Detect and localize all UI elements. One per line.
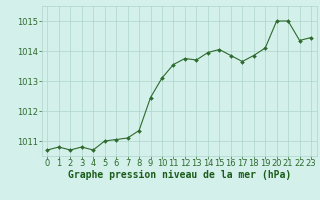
X-axis label: Graphe pression niveau de la mer (hPa): Graphe pression niveau de la mer (hPa): [68, 170, 291, 180]
